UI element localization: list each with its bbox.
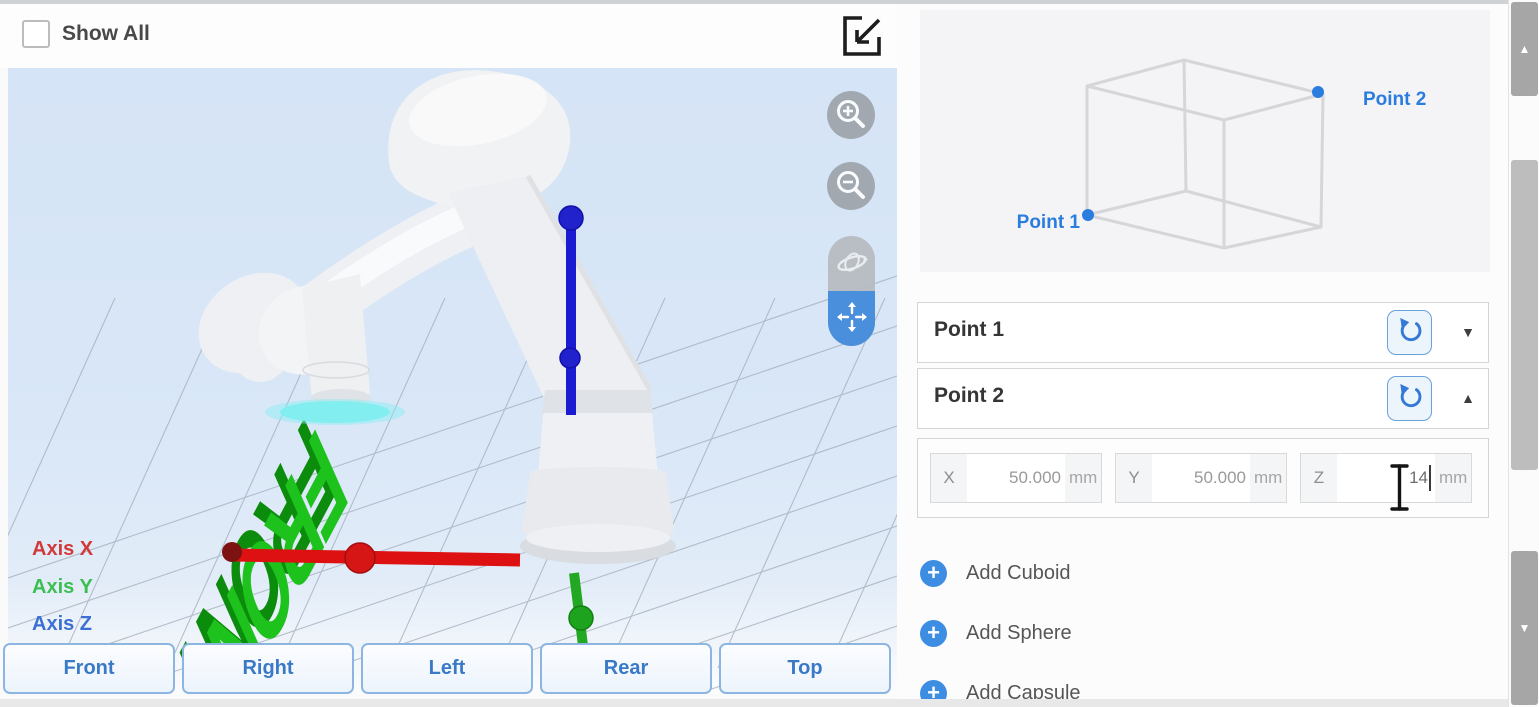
z-unit-label: mm (1439, 468, 1468, 487)
axis-x-joint-sphere (344, 542, 376, 574)
add-sphere-label: Add Sphere (966, 621, 1072, 644)
point2-z-field[interactable]: Z 14 mm (1300, 453, 1472, 503)
view-left-button[interactable]: Left (361, 643, 533, 694)
tool-highlight-cyan (265, 399, 405, 425)
axis-y-legend: Axis Y (32, 576, 93, 598)
floor-grid (8, 275, 897, 694)
point2-marker (1312, 86, 1324, 98)
point2-reset-button[interactable] (1387, 376, 1432, 421)
y-unit-label: mm (1254, 468, 1283, 487)
reset-icon (1393, 380, 1427, 417)
orbit-rotate-icon (832, 242, 872, 285)
x-field-label: X (943, 468, 955, 487)
point1-marker (1082, 209, 1094, 221)
view-right-button[interactable]: Right (182, 643, 354, 694)
axis-x-graphic (222, 542, 521, 574)
z-field-label: Z (1313, 468, 1325, 487)
pan-move-icon (832, 297, 872, 340)
obstacle-settings-panel: Point 1 Point 2 Point 1 ▼ Point 2 (897, 0, 1508, 707)
view-top-button[interactable]: Top (719, 643, 891, 694)
view-rear-button[interactable]: Rear (540, 643, 712, 694)
zoom-in-button[interactable] (827, 91, 875, 139)
x-input[interactable]: 50.000 (967, 454, 1065, 502)
zoom-out-icon (830, 164, 872, 209)
point1-section-label: Point 1 (934, 318, 1005, 341)
point2-section-header[interactable]: Point 2 ▲ (917, 368, 1489, 429)
add-sphere-button[interactable]: + Add Sphere (920, 616, 1072, 650)
collapse-panel-button[interactable] (834, 10, 886, 62)
add-cuboid-button[interactable]: + Add Cuboid (920, 556, 1071, 590)
add-capsule-label: Add Capsule (966, 681, 1081, 704)
scrollbar-thumb[interactable] (1511, 160, 1538, 470)
axis-z-top-sphere (558, 205, 584, 231)
axis-z-joint-sphere (559, 347, 581, 369)
point2-collapse-chevron-icon[interactable]: ▲ (1461, 390, 1475, 406)
axis-x-legend: Axis X (32, 538, 94, 560)
zoom-in-icon (830, 93, 872, 138)
point1-expand-chevron-icon[interactable]: ▼ (1461, 324, 1475, 340)
collapse-icon (834, 16, 886, 65)
z-input[interactable]: 14 (1337, 454, 1435, 502)
zoom-out-button[interactable] (827, 162, 875, 210)
viewport-toolbar: Show All (0, 0, 897, 68)
window-top-edge (0, 0, 1508, 4)
scroll-up-button[interactable]: ▲ (1511, 2, 1538, 96)
view-mode-toggle (828, 236, 875, 346)
point2-y-field[interactable]: Y 50.000 mm (1115, 453, 1287, 503)
robot-scene-graphic: FRONT FRONT (8, 70, 897, 694)
plus-icon: + (920, 619, 947, 647)
3d-viewport[interactable]: FRONT FRONT (8, 68, 897, 694)
scroll-down-button[interactable]: ▼ (1511, 551, 1538, 705)
point2-section-label: Point 2 (934, 384, 1005, 407)
reset-icon (1393, 314, 1427, 351)
show-all-checkbox[interactable] (22, 20, 50, 48)
pan-mode-button[interactable] (828, 291, 875, 346)
scrollbar[interactable]: ▲ ▼ (1508, 0, 1539, 707)
scroll-up-arrow-icon: ▲ (1518, 42, 1531, 56)
show-all-label: Show All (62, 22, 150, 45)
axis-x-origin-sphere (222, 542, 242, 562)
point2-coordinates-box: X 50.000 mm Y 50.000 mm Z 14 mm (917, 438, 1489, 518)
add-cuboid-label: Add Cuboid (966, 561, 1071, 584)
cuboid-wireframe-graphic (1082, 58, 1325, 250)
axis-y-joint-sphere (568, 605, 594, 631)
rotate-mode-button[interactable] (828, 236, 875, 291)
view-front-button[interactable]: Front (3, 643, 175, 694)
plus-icon: + (920, 559, 947, 587)
text-caret (1429, 465, 1431, 491)
point2-diagram-label: Point 2 (1363, 89, 1427, 110)
axis-z-legend: Axis Z (32, 613, 93, 635)
y-input[interactable]: 50.000 (1152, 454, 1250, 502)
add-capsule-button[interactable]: + Add Capsule (920, 676, 1081, 707)
x-unit-label: mm (1069, 468, 1098, 487)
point1-diagram-label: Point 1 (1016, 212, 1080, 233)
point2-x-field[interactable]: X 50.000 mm (930, 453, 1102, 503)
cuboid-diagram: Point 1 Point 2 (920, 10, 1490, 272)
point1-section-header[interactable]: Point 1 ▼ (917, 302, 1489, 363)
z-input-value: 14 (1409, 468, 1428, 487)
window-bottom-edge (0, 699, 1508, 707)
axis-z-graphic (558, 205, 584, 415)
point1-reset-button[interactable] (1387, 310, 1432, 355)
y-field-label: Y (1128, 468, 1140, 487)
scroll-down-arrow-icon: ▼ (1518, 621, 1531, 635)
